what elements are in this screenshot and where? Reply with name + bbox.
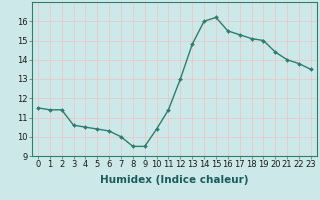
X-axis label: Humidex (Indice chaleur): Humidex (Indice chaleur): [100, 175, 249, 185]
